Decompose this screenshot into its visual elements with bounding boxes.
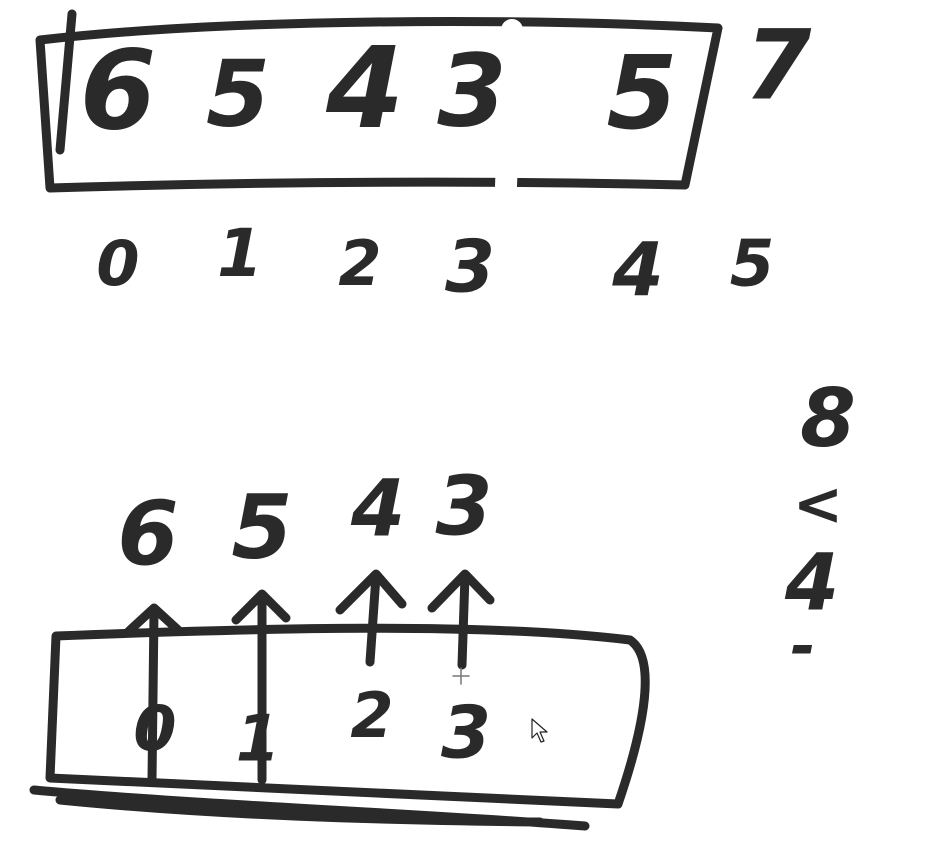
side-note: 8 < 4 - xyxy=(784,372,856,682)
top-index-3: 3 xyxy=(445,225,495,309)
top-array-box-divider xyxy=(495,19,523,197)
side-note-line-1: < xyxy=(793,470,843,540)
top-index-1: 1 xyxy=(217,215,263,292)
bottom-array-box xyxy=(45,623,650,809)
top-array: 6 5 4 3 5 7 xyxy=(35,9,812,197)
bottom-index-1: 1 xyxy=(236,703,281,777)
top-index-5: 5 xyxy=(730,228,775,302)
top-array-box xyxy=(35,17,723,193)
side-note-line-3: - xyxy=(791,612,816,682)
top-index-2: 2 xyxy=(338,227,381,300)
bottom-value-2: 4 xyxy=(350,464,405,554)
arrow-pointer-icon xyxy=(531,718,548,743)
top-array-value-3: 3 xyxy=(437,32,507,149)
side-note-line-0: 8 xyxy=(800,372,856,465)
bottom-value-0: 6 xyxy=(117,482,178,585)
bottom-value-3: 3 xyxy=(435,459,492,554)
arrow-up-icon xyxy=(123,603,183,785)
pointer-arrows xyxy=(123,569,495,785)
bottom-index-3: 3 xyxy=(441,691,491,775)
bottom-value-1: 5 xyxy=(231,476,292,579)
top-array-value-2: 4 xyxy=(325,24,404,154)
arrow-up-icon xyxy=(335,569,407,667)
top-index-0: 0 xyxy=(96,227,139,300)
side-note-line-2: 4 xyxy=(784,538,839,628)
bottom-values: 6 5 4 3 xyxy=(117,459,492,584)
bottom-index-2: 2 xyxy=(350,679,393,752)
top-array-value-0: 6 xyxy=(80,26,157,154)
top-index-4: 4 xyxy=(611,228,664,314)
top-array-outside-value: 7 xyxy=(745,9,812,121)
bottom-array-underline xyxy=(29,785,590,831)
top-array-value-1: 5 xyxy=(206,40,270,147)
top-array-box-left-tick xyxy=(55,9,77,155)
top-array-value-4: 5 xyxy=(607,34,678,153)
arrow-up-icon xyxy=(427,569,495,670)
bottom-index-0: 0 xyxy=(133,692,176,765)
crosshair-cursor-icon xyxy=(452,667,470,685)
bottom-array: 0 1 2 3 xyxy=(29,623,650,831)
top-indices: 0 1 2 3 4 5 xyxy=(96,215,774,313)
